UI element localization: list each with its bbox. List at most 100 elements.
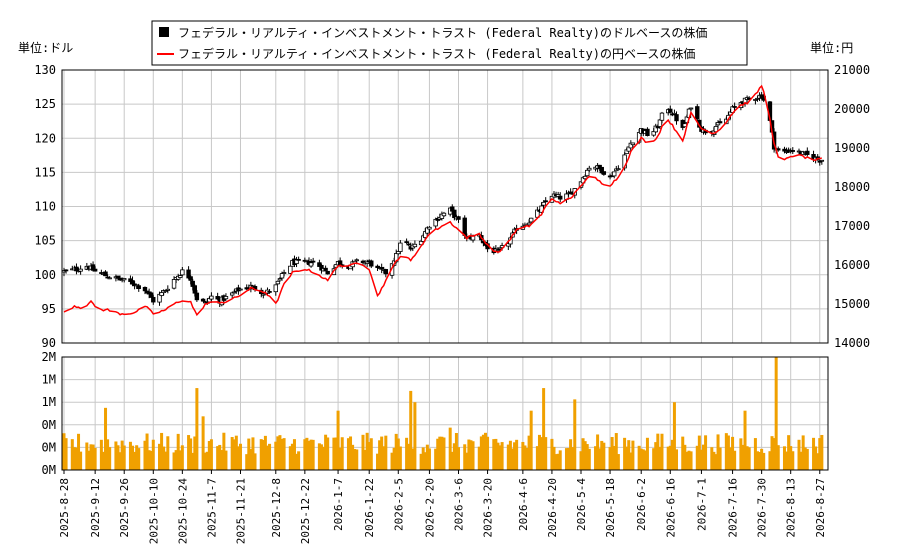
volume-bar xyxy=(340,437,344,470)
volume-bar xyxy=(191,452,195,470)
volume-bar xyxy=(716,434,720,470)
volume-bar xyxy=(454,433,458,470)
volume-bar xyxy=(307,440,311,470)
volume-bar xyxy=(483,432,487,470)
right-tick-label: 17000 xyxy=(834,219,870,233)
candle-body xyxy=(171,279,177,289)
volume-bar xyxy=(174,450,178,470)
left-tick-label: 105 xyxy=(34,234,56,248)
right-axis-label: 単位:円 xyxy=(810,40,853,55)
volume-bar xyxy=(218,444,222,470)
left-tick-label: 100 xyxy=(34,268,56,282)
volume-bar xyxy=(292,439,296,470)
candle-body xyxy=(585,169,590,177)
volume-bar xyxy=(687,450,691,470)
candle-body xyxy=(587,167,592,171)
volume-bar xyxy=(768,451,772,470)
x-tick-label: 2026-1-22 xyxy=(363,478,376,538)
volume-bar xyxy=(253,453,257,470)
x-tick-label: 2026-5-18 xyxy=(604,478,617,538)
x-tick-label: 2026-1-7 xyxy=(332,478,345,531)
volume-bar xyxy=(195,388,199,470)
volume-bar xyxy=(238,443,242,470)
volume-bar xyxy=(479,436,483,470)
volume-bar xyxy=(434,448,438,470)
volume-bar xyxy=(450,451,454,470)
volume-bar xyxy=(349,436,353,470)
candle-body xyxy=(674,114,679,122)
volume-bar xyxy=(147,450,151,470)
volume-bar xyxy=(79,451,83,470)
volume-bar xyxy=(378,440,382,470)
candle-body xyxy=(194,292,200,301)
candle-body xyxy=(790,150,795,152)
price-panel: 90 95 100 105 110 115 120 125 130 14000 15000 1600… xyxy=(18,40,870,350)
volume-bar xyxy=(288,446,292,470)
volume-bar xyxy=(762,452,766,470)
x-tick-label: 2026-6-2 xyxy=(635,478,648,531)
volume-bar xyxy=(319,444,323,470)
x-tick-label: 2026-5-4 xyxy=(575,478,588,531)
volume-bar xyxy=(701,444,705,470)
volume-bar xyxy=(324,434,328,470)
candle-body xyxy=(612,171,617,177)
left-tick-label: 125 xyxy=(34,97,56,111)
candle-body xyxy=(364,261,370,264)
volume-bar xyxy=(133,451,137,470)
volume-bar xyxy=(537,434,541,470)
x-axis-ticks: 2025-8-28 2025-9-12 2025-9-26 2025-10-10 202… xyxy=(58,470,827,544)
volume-bar xyxy=(465,452,469,470)
volume-bar xyxy=(87,450,91,470)
volume-bar xyxy=(224,450,228,470)
volume-bar xyxy=(145,433,149,470)
volume-bar xyxy=(627,440,631,470)
volume-bar xyxy=(427,448,431,470)
volume-bar xyxy=(353,448,357,470)
x-tick-label: 2025-12-8 xyxy=(270,478,283,538)
volume-bar xyxy=(728,447,732,470)
volume-bar xyxy=(629,452,633,470)
volume-bar xyxy=(496,442,500,470)
legend-usd-marker xyxy=(159,27,169,37)
volume-bar xyxy=(85,442,89,470)
x-tick-label: 2026-4-20 xyxy=(546,478,559,538)
candle-body xyxy=(528,217,534,223)
volume-bar xyxy=(367,442,371,470)
right-tick-label: 14000 xyxy=(834,336,870,350)
volume-bar xyxy=(189,438,193,470)
candle-body xyxy=(180,269,185,276)
volume-bar xyxy=(128,441,132,470)
volume-bar xyxy=(733,450,737,470)
volume-tick-label: 0M xyxy=(42,440,56,454)
volume-bar xyxy=(249,449,253,470)
volume-bar xyxy=(158,443,162,470)
volume-tick-label: 1M xyxy=(42,395,56,409)
volume-bar xyxy=(714,454,718,470)
volume-bar xyxy=(494,438,498,470)
volume-bar xyxy=(558,450,562,470)
volume-bar xyxy=(542,388,546,470)
candle-body xyxy=(616,168,621,171)
volume-bar xyxy=(658,446,662,470)
candle-body xyxy=(659,112,665,121)
volume-bar xyxy=(712,451,716,470)
volume-bar xyxy=(731,436,735,470)
volume-bar xyxy=(805,448,809,470)
volume-bar xyxy=(263,435,267,470)
volume-bar xyxy=(205,451,209,470)
volume-bar xyxy=(515,439,519,470)
volume-bar xyxy=(556,453,560,470)
volume-bar xyxy=(743,410,747,470)
volume-bar xyxy=(334,437,338,470)
volume-bar xyxy=(816,453,820,470)
volume-bar xyxy=(614,433,618,470)
volume-bar xyxy=(670,439,674,470)
volume-bar xyxy=(236,446,240,470)
x-tick-label: 2025-12-22 xyxy=(299,478,312,544)
candle-body xyxy=(732,106,737,108)
candle-body xyxy=(103,271,108,277)
left-tick-label: 110 xyxy=(34,200,56,214)
volume-bar xyxy=(498,445,502,470)
volume-bar xyxy=(741,444,745,470)
